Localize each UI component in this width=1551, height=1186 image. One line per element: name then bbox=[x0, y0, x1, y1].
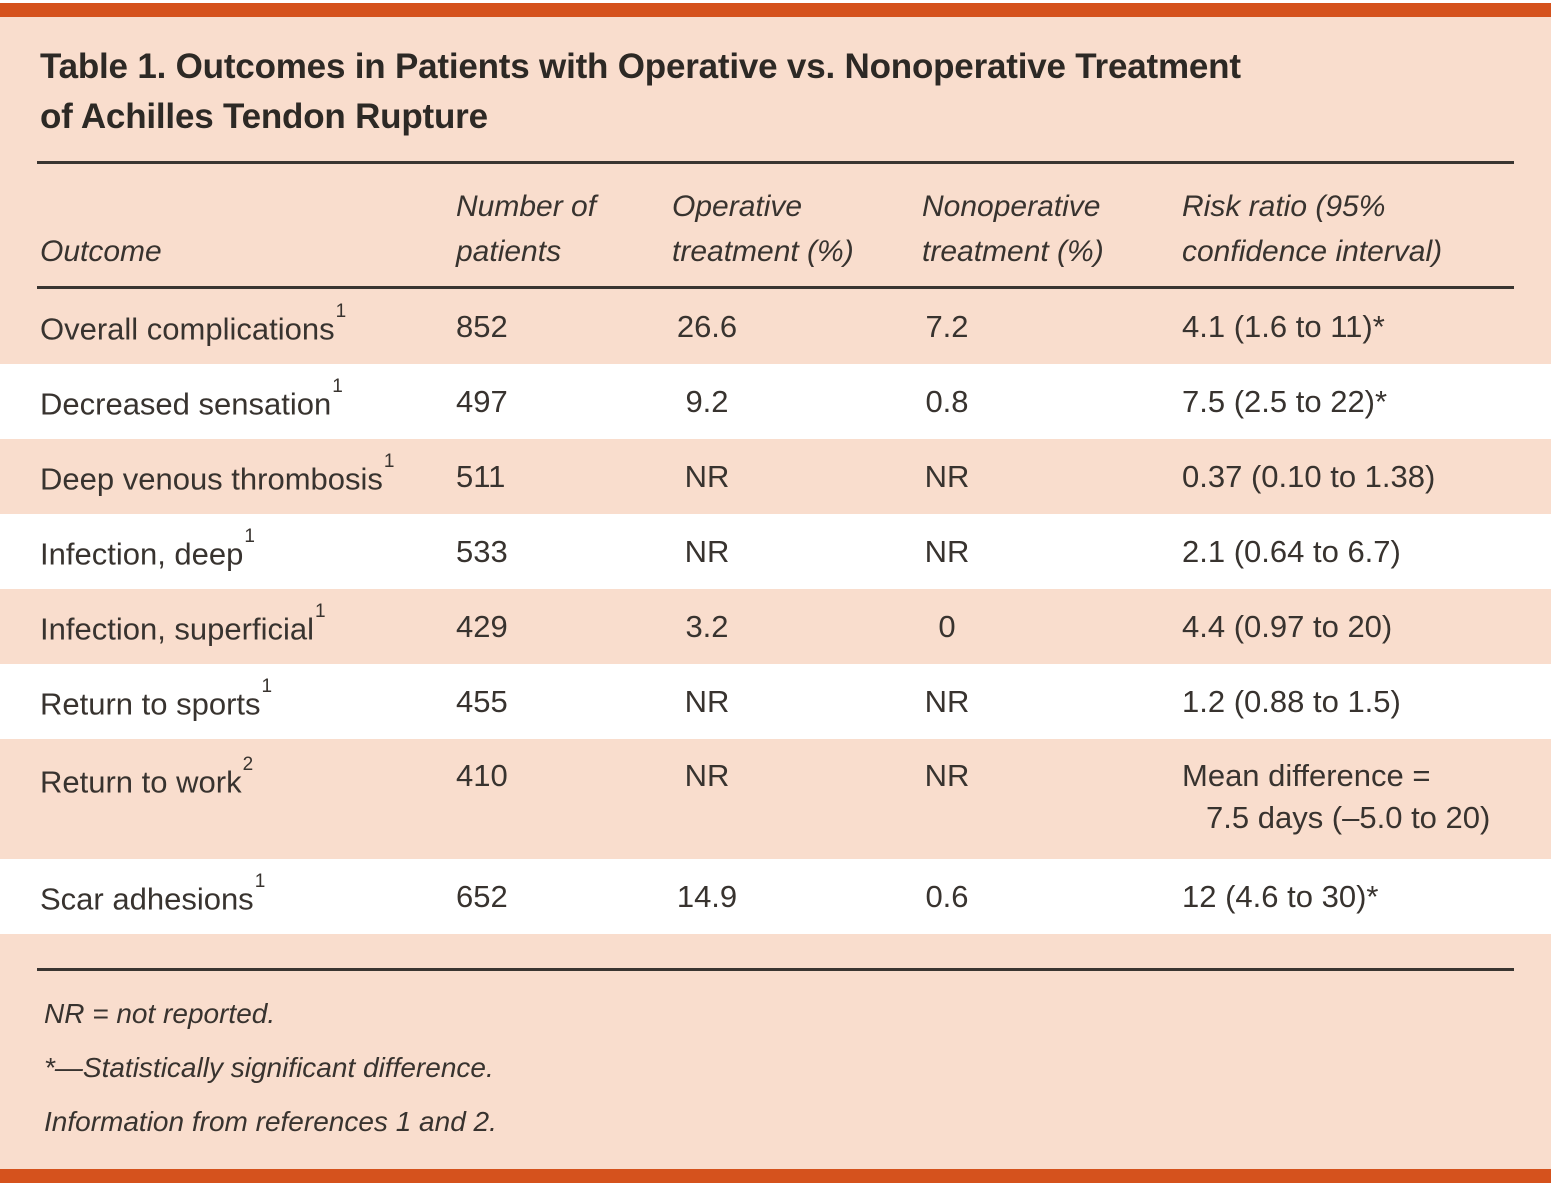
outcome-cell: Deep venous thrombosis1 bbox=[40, 451, 456, 500]
outcome-label: Overall complications bbox=[40, 311, 335, 347]
risk-ratio-cell: Mean difference = 7.5 days (–5.0 to 20) bbox=[1182, 755, 1512, 839]
table-body: Overall complications1 852 26.6 7.2 4.1 … bbox=[0, 289, 1551, 934]
risk-ratio-line1: 2.1 (0.64 to 6.7) bbox=[1182, 533, 1401, 569]
nonoperative-cell: 0.8 bbox=[925, 383, 969, 419]
nonoperative-cell: NR bbox=[924, 683, 970, 719]
reference-superscript: 1 bbox=[314, 601, 326, 623]
risk-ratio-line2: 7.5 days (–5.0 to 20) bbox=[1206, 800, 1491, 835]
patients-cell: 410 bbox=[456, 758, 508, 793]
outcome-label: Return to work bbox=[40, 764, 242, 800]
nonoperative-cell: NR bbox=[924, 758, 970, 793]
table-title: Table 1. Outcomes in Patients with Opera… bbox=[40, 42, 1520, 142]
operative-cell: 3.2 bbox=[685, 608, 729, 644]
patients-cell: 455 bbox=[456, 683, 508, 719]
nonoperative-cell: 0.6 bbox=[925, 878, 969, 914]
risk-ratio-line1: 1.2 (0.88 to 1.5) bbox=[1182, 683, 1401, 719]
footnote-nr-definition: NR = not reported. bbox=[44, 998, 276, 1029]
col-header-nonoperative: Nonoperative treatment (%) bbox=[922, 190, 1104, 268]
patients-cell: 429 bbox=[456, 608, 508, 644]
outcome-cell: Infection, superficial1 bbox=[40, 601, 456, 650]
outcome-label: Decreased sensation bbox=[40, 386, 332, 422]
operative-cell: 26.6 bbox=[676, 308, 738, 344]
col-header-risk-ratio: Risk ratio (95% confidence interval) bbox=[1182, 190, 1443, 268]
risk-ratio-cell: 0.37 (0.10 to 1.38) bbox=[1182, 456, 1512, 498]
table-row: Return to sports1 455 NR NR 1.2 (0.88 to… bbox=[0, 664, 1551, 739]
operative-cell: NR bbox=[684, 533, 730, 569]
top-white-edge bbox=[0, 0, 1551, 3]
operative-cell: 14.9 bbox=[676, 878, 738, 914]
risk-ratio-line1: 4.4 (0.97 to 20) bbox=[1182, 608, 1393, 644]
risk-ratio-cell: 7.5 (2.5 to 22)* bbox=[1182, 381, 1512, 423]
nonoperative-cell: 7.2 bbox=[925, 308, 969, 344]
column-header-row: Outcome Number of patients Operative tre… bbox=[40, 165, 1514, 286]
table-row: Decreased sensation1 497 9.2 0.8 7.5 (2.… bbox=[0, 364, 1551, 439]
bottom-accent-bar bbox=[0, 1169, 1551, 1183]
header-bottom-rule bbox=[37, 286, 1514, 289]
table-row: Infection, superficial1 429 3.2 0 4.4 (0… bbox=[0, 589, 1551, 664]
operative-cell: NR bbox=[684, 683, 730, 719]
outcome-cell: Infection, deep1 bbox=[40, 526, 456, 575]
risk-ratio-line1: Mean difference = bbox=[1182, 758, 1431, 793]
risk-ratio-line1: 0.37 (0.10 to 1.38) bbox=[1182, 458, 1436, 494]
outcome-label: Deep venous thrombosis bbox=[40, 461, 383, 497]
table-title-line2: of Achilles Tendon Rupture bbox=[40, 97, 488, 136]
top-accent-bar bbox=[0, 3, 1551, 17]
outcome-cell: Decreased sensation1 bbox=[40, 376, 456, 425]
patients-cell: 511 bbox=[456, 458, 506, 494]
outcome-label: Scar adhesions bbox=[40, 881, 254, 917]
operative-cell: NR bbox=[684, 758, 730, 793]
outcome-cell: Overall complications1 bbox=[40, 301, 456, 350]
risk-ratio-cell: 1.2 (0.88 to 1.5) bbox=[1182, 681, 1512, 723]
risk-ratio-line1: 4.1 (1.6 to 11)* bbox=[1182, 308, 1385, 344]
outcome-cell: Return to sports1 bbox=[40, 676, 456, 725]
reference-superscript: 1 bbox=[383, 451, 395, 473]
bottom-white-edge bbox=[0, 1183, 1551, 1186]
reference-superscript: 1 bbox=[332, 376, 343, 398]
table-row: Deep venous thrombosis1 511 NR NR 0.37 (… bbox=[0, 439, 1551, 514]
outcome-label: Infection, superficial bbox=[40, 611, 314, 647]
header-top-rule bbox=[37, 161, 1514, 164]
risk-ratio-cell: 2.1 (0.64 to 6.7) bbox=[1182, 531, 1512, 573]
outcome-label: Infection, deep bbox=[40, 536, 244, 572]
table-row: Return to work2 410 NR NR Mean differenc… bbox=[0, 739, 1551, 859]
reference-superscript: 1 bbox=[335, 301, 347, 323]
patients-cell: 533 bbox=[456, 533, 508, 569]
patients-cell: 652 bbox=[456, 878, 508, 914]
col-header-operative: Operative treatment (%) bbox=[672, 190, 854, 268]
col-header-patients: Number of patients bbox=[456, 190, 597, 268]
footnote-references: Information from references 1 and 2. bbox=[44, 1106, 497, 1137]
col-header-outcome: Outcome bbox=[40, 235, 162, 268]
table-title-line1: Table 1. Outcomes in Patients with Opera… bbox=[40, 47, 1241, 86]
risk-ratio-line1: 12 (4.6 to 30)* bbox=[1182, 878, 1379, 914]
table-row: Infection, deep1 533 NR NR 2.1 (0.64 to … bbox=[0, 514, 1551, 589]
table-row: Scar adhesions1 652 14.9 0.6 12 (4.6 to … bbox=[0, 859, 1551, 934]
patients-cell: 497 bbox=[456, 383, 508, 419]
outcome-cell: Return to work2 bbox=[40, 754, 456, 803]
risk-ratio-cell: 12 (4.6 to 30)* bbox=[1182, 876, 1512, 918]
reference-superscript: 2 bbox=[242, 754, 254, 775]
reference-superscript: 1 bbox=[261, 676, 273, 698]
risk-ratio-line1: 7.5 (2.5 to 22)* bbox=[1182, 383, 1388, 419]
operative-cell: 9.2 bbox=[685, 383, 729, 419]
nonoperative-cell: NR bbox=[924, 533, 970, 569]
operative-cell: NR bbox=[684, 458, 730, 494]
table-row: Overall complications1 852 26.6 7.2 4.1 … bbox=[0, 289, 1551, 364]
outcome-label: Return to sports bbox=[40, 686, 261, 722]
footer-rule bbox=[37, 968, 1514, 971]
outcome-cell: Scar adhesions1 bbox=[40, 871, 456, 920]
nonoperative-cell: 0 bbox=[938, 608, 956, 644]
nonoperative-cell: NR bbox=[924, 458, 970, 494]
reference-superscript: 1 bbox=[244, 526, 255, 548]
reference-superscript: 1 bbox=[254, 871, 266, 893]
risk-ratio-cell: 4.4 (0.97 to 20) bbox=[1182, 606, 1512, 648]
footnote-significance: *—Statistically significant difference. bbox=[44, 1052, 494, 1083]
risk-ratio-cell: 4.1 (1.6 to 11)* bbox=[1182, 306, 1512, 348]
patients-cell: 852 bbox=[456, 308, 508, 344]
